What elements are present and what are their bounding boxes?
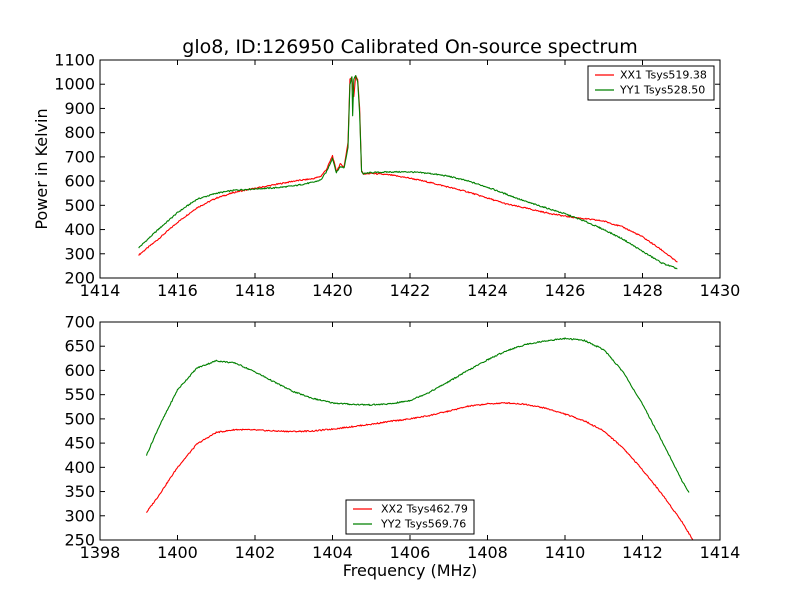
top-ytick-label: 1000 bbox=[54, 75, 95, 94]
top-ytick-label: 800 bbox=[64, 123, 95, 142]
bottom-ytick-label: 300 bbox=[64, 506, 95, 525]
bottom-xtick-label: 1408 bbox=[467, 543, 508, 562]
bottom-xtick-label: 1406 bbox=[390, 543, 431, 562]
bottom-panel-xlabel: Frequency (MHz) bbox=[343, 561, 477, 580]
bottom-panel-legend: XX2 Tsys462.79 YY2 Tsys569.76 bbox=[345, 499, 475, 535]
top-ytick-label: 200 bbox=[64, 269, 95, 288]
bottom-ytick-label: 450 bbox=[64, 434, 95, 453]
bottom-legend-box bbox=[345, 499, 475, 535]
top-ytick-label: 300 bbox=[64, 244, 95, 263]
top-panel: glo8, ID:126950 Calibrated On-source spe… bbox=[32, 36, 740, 300]
bottom-series-line-1 bbox=[145, 337, 690, 493]
bottom-ytick-label: 500 bbox=[64, 409, 95, 428]
top-series-line-0 bbox=[138, 75, 678, 263]
top-ytick-label: 600 bbox=[64, 172, 95, 191]
top-panel-title: glo8, ID:126950 Calibrated On-source spe… bbox=[182, 36, 637, 58]
top-xtick-label: 1418 bbox=[235, 281, 276, 300]
bottom-ytick-label: 350 bbox=[64, 482, 95, 501]
top-panel-legend: XX1 Tsys519.38 YY1 Tsys528.50 bbox=[587, 65, 715, 101]
bottom-series-line-0 bbox=[146, 401, 694, 541]
bottom-xtick-label: 1404 bbox=[312, 543, 353, 562]
top-ytick-label: 1100 bbox=[54, 51, 95, 70]
top-xtick-label: 1424 bbox=[467, 281, 508, 300]
top-ytick-label: 400 bbox=[64, 220, 95, 239]
bottom-panel-series bbox=[145, 337, 694, 541]
top-xtick-label: 1414 bbox=[80, 281, 121, 300]
top-legend-label-yy1: YY1 Tsys528.50 bbox=[619, 84, 705, 97]
bottom-xtick-label: 1400 bbox=[157, 543, 198, 562]
bottom-ytick-label: 600 bbox=[64, 361, 95, 380]
top-series-line-1 bbox=[138, 75, 678, 270]
top-xtick-label: 1416 bbox=[157, 281, 198, 300]
top-legend-box bbox=[587, 65, 715, 101]
bottom-legend-label-xx2: XX2 Tsys462.79 bbox=[381, 503, 468, 516]
top-panel-ticks: 1414 1416 1418 1420 1422 1424 1426 1428 1430 200 3… bbox=[54, 51, 740, 301]
top-xtick-label: 1428 bbox=[622, 281, 663, 300]
bottom-xtick-label: 1402 bbox=[235, 543, 276, 562]
top-xtick-label: 1420 bbox=[312, 281, 353, 300]
bottom-ytick-label: 700 bbox=[64, 313, 95, 332]
bottom-ytick-label: 250 bbox=[64, 531, 95, 550]
bottom-ytick-label: 400 bbox=[64, 458, 95, 477]
bottom-legend-label-yy2: YY2 Tsys569.76 bbox=[380, 518, 466, 531]
top-legend-label-xx1: XX1 Tsys519.38 bbox=[620, 69, 707, 82]
top-ytick-label: 900 bbox=[64, 99, 95, 118]
bottom-panel-ticks: 1398 1400 1402 1404 1406 1408 1410 1412 1414 250 3… bbox=[64, 313, 740, 563]
top-xtick-label: 1430 bbox=[700, 281, 741, 300]
bottom-xtick-label: 1414 bbox=[700, 543, 741, 562]
bottom-xtick-label: 1412 bbox=[622, 543, 663, 562]
top-xtick-label: 1422 bbox=[390, 281, 431, 300]
top-ytick-label: 500 bbox=[64, 196, 95, 215]
bottom-xtick-label: 1398 bbox=[80, 543, 121, 562]
top-ytick-label: 700 bbox=[64, 147, 95, 166]
bottom-ytick-label: 650 bbox=[64, 337, 95, 356]
bottom-ytick-label: 550 bbox=[64, 385, 95, 404]
bottom-panel: 1398 1400 1402 1404 1406 1408 1410 1412 1414 250 3… bbox=[64, 313, 740, 581]
top-xtick-label: 1426 bbox=[545, 281, 586, 300]
top-panel-ylabel: Power in Kelvin bbox=[32, 108, 51, 229]
bottom-xtick-label: 1410 bbox=[545, 543, 586, 562]
top-panel-series bbox=[138, 75, 678, 270]
